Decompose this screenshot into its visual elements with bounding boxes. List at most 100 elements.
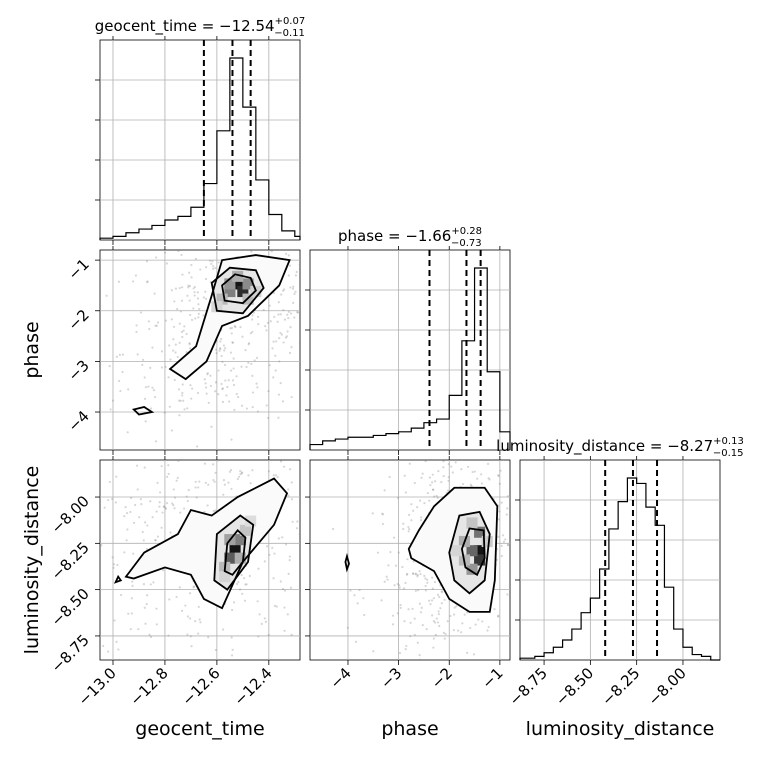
scatter-point: [278, 360, 281, 363]
scatter-point: [253, 359, 256, 362]
scatter-point: [460, 631, 463, 634]
scatter-point: [160, 366, 164, 369]
scatter-point: [251, 374, 254, 377]
scatter-point: [202, 314, 205, 317]
scatter-point: [219, 347, 222, 350]
scatter-point: [419, 519, 423, 522]
scatter-point: [426, 581, 429, 584]
scatter-point: [181, 273, 184, 276]
pair-panel-geocent_time-luminosity_distance: [95, 456, 301, 665]
scatter-point: [139, 497, 142, 501]
scatter-point: [385, 575, 388, 578]
hist-panel-phase: [305, 246, 511, 455]
scatter-point: [481, 620, 484, 623]
scatter-point: [181, 394, 184, 397]
scatter-point: [174, 287, 178, 290]
scatter-point: [164, 507, 168, 510]
scatter-point: [435, 617, 438, 620]
scatter-point: [130, 597, 133, 600]
scatter-point: [243, 599, 247, 602]
scatter-point: [158, 505, 161, 508]
scatter-point: [498, 510, 501, 513]
scatter-point: [125, 539, 128, 542]
scatter-point: [472, 653, 476, 656]
scatter-point: [277, 537, 280, 540]
scatter-point: [117, 280, 121, 283]
scatter-point: [272, 577, 275, 580]
scatter-point: [418, 602, 421, 605]
scatter-point: [240, 365, 243, 368]
scatter-point: [186, 633, 189, 636]
scatter-point: [449, 614, 452, 618]
scatter-point: [131, 584, 134, 587]
scatter-point: [132, 521, 136, 524]
scatter-point: [281, 536, 284, 539]
scatter-point: [156, 481, 159, 484]
scatter-point: [372, 650, 375, 653]
density-cell: [234, 552, 246, 564]
scatter-point: [281, 289, 285, 292]
title-phase: phase = −1.66+0.28 −0.73: [338, 226, 482, 249]
scatter-point: [298, 341, 300, 345]
scatter-point: [144, 386, 148, 389]
scatter-point: [187, 284, 190, 287]
scatter-point: [396, 496, 400, 500]
scatter-point: [291, 520, 294, 523]
title-upper-luminosity_distance: +0.13: [713, 436, 744, 447]
scatter-point: [235, 392, 238, 396]
scatter-point: [274, 474, 278, 477]
scatter-point: [218, 349, 221, 352]
scatter-point: [263, 324, 267, 328]
scatter-point: [235, 375, 238, 378]
scatter-point: [206, 373, 209, 376]
scatter-point: [283, 606, 286, 609]
scatter-point: [239, 325, 242, 329]
scatter-point: [252, 311, 256, 314]
scatter-point: [117, 648, 120, 651]
scatter-point: [287, 488, 290, 491]
scatter-point: [470, 485, 473, 488]
scatter-point: [506, 593, 509, 596]
scatter-point: [358, 588, 361, 592]
scatter-point: [389, 550, 392, 554]
scatter-point: [205, 266, 208, 269]
scatter-point: [178, 341, 181, 344]
scatter-point: [176, 355, 179, 359]
scatter-point: [182, 329, 185, 332]
scatter-point: [155, 623, 158, 626]
scatter-point: [179, 399, 182, 402]
xlabel-phase: phase: [381, 718, 438, 740]
scatter-point: [403, 620, 406, 623]
scatter-point: [287, 310, 290, 313]
ylabel-luminosity_distance: luminosity_distance: [21, 466, 43, 655]
scatter-point: [394, 564, 398, 567]
scatter-point: [256, 600, 259, 603]
scatter-point: [256, 386, 259, 389]
scatter-point: [228, 400, 231, 403]
scatter-point: [160, 526, 163, 529]
scatter-point: [436, 621, 440, 624]
scatter-point: [227, 481, 230, 484]
scatter-point: [505, 513, 508, 516]
scatter-point: [230, 636, 233, 639]
scatter-point: [119, 593, 123, 597]
scatter-point: [272, 291, 275, 295]
scatter-point: [431, 488, 435, 491]
scatter-point: [288, 264, 292, 267]
scatter-point: [404, 491, 407, 494]
scatter-point: [283, 465, 286, 468]
scatter-point: [403, 474, 406, 477]
scatter-point: [173, 496, 177, 499]
scatter-point: [203, 462, 207, 465]
scatter-point: [141, 530, 144, 534]
scatter-point: [162, 505, 165, 509]
scatter-point: [257, 635, 260, 638]
scatter-point: [221, 400, 225, 404]
xlabel-geocent_time: geocent_time: [135, 718, 264, 740]
scatter-point: [197, 632, 200, 635]
scatter-point: [237, 580, 240, 584]
scatter-point: [502, 540, 506, 543]
scatter-point: [185, 351, 188, 354]
scatter-point: [349, 589, 352, 592]
